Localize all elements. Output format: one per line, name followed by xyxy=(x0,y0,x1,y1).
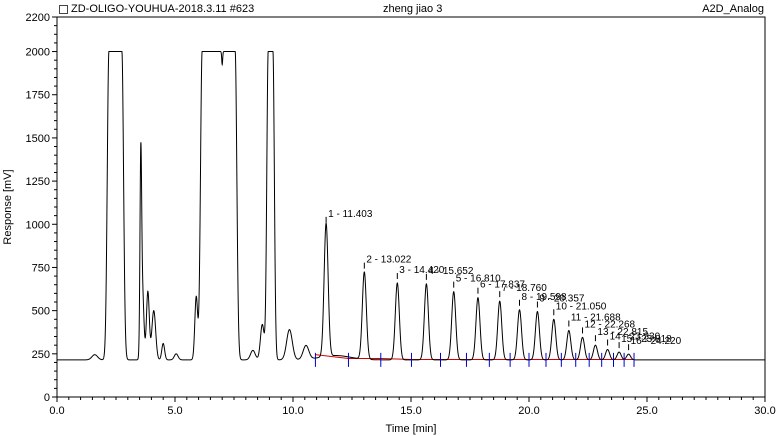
y-tick-label: 1250 xyxy=(26,176,50,188)
y-tick-label: 0 xyxy=(44,392,50,404)
y-tick-label: 2000 xyxy=(26,47,50,59)
x-tick-label: 15.0 xyxy=(400,405,421,417)
peak-label: 6 - 17.837 xyxy=(480,280,525,291)
y-tick-label: 500 xyxy=(32,306,50,318)
sample-name: zheng jiao 3 xyxy=(383,3,443,15)
axes: 0 250 500 750 1000 1250 1500 1750 2000 2200 0.0 5.0… xyxy=(26,12,776,417)
peak-label: 9 - 20.357 xyxy=(539,294,584,305)
peak-label: 8 - 19.598 xyxy=(522,292,567,303)
y-tick-label: 1000 xyxy=(26,219,50,231)
plot-area-border xyxy=(56,16,766,398)
x-tick-label: 5.0 xyxy=(167,405,182,417)
peak-label: 11 - 21.688 xyxy=(571,313,621,324)
peak-markers xyxy=(314,352,635,367)
file-checkbox-icon xyxy=(59,5,68,14)
x-tick-label: 25.0 xyxy=(636,405,657,417)
peak-label: 14 - 23.330 xyxy=(610,332,661,343)
peak-label: 2 - 13.022 xyxy=(366,255,411,266)
y-tick-label: 750 xyxy=(32,262,50,274)
x-tick-label: 30.0 xyxy=(754,405,775,417)
y-tick-label: 250 xyxy=(32,349,50,361)
peak-label: 12 - 22.268 xyxy=(585,319,636,330)
peak-label: 16 - 24.220 xyxy=(631,336,682,347)
y-axis-label: Response [mV] xyxy=(2,169,14,244)
file-name: ZD-OLIGO-YOUHUA-2018.3.11 #623 xyxy=(71,3,255,15)
channel-name: A2D_Analog xyxy=(702,3,764,15)
peak-label: 4 - 15.652 xyxy=(428,266,473,277)
y-tick-label: 1500 xyxy=(26,133,50,145)
peak-label: 1 - 11.403 xyxy=(328,209,373,220)
peak-label: 13 - 22.815 xyxy=(597,327,648,338)
peak-label: 3 - 14.420 xyxy=(399,265,444,276)
x-tick-label: 0.0 xyxy=(49,405,64,417)
peak-label: 15 - 23.818 xyxy=(621,334,672,345)
y-tick-label: 2200 xyxy=(26,12,50,24)
peak-label: 10 - 21.050 xyxy=(556,301,607,312)
y-tick-label: 1750 xyxy=(26,90,50,102)
x-axis-label: Time [min] xyxy=(386,423,437,435)
peak-label: 7 - 18.760 xyxy=(502,283,547,294)
x-tick-label: 20.0 xyxy=(518,405,539,417)
peak-label: 5 - 16.810 xyxy=(456,274,501,285)
x-tick-label: 10.0 xyxy=(282,405,303,417)
